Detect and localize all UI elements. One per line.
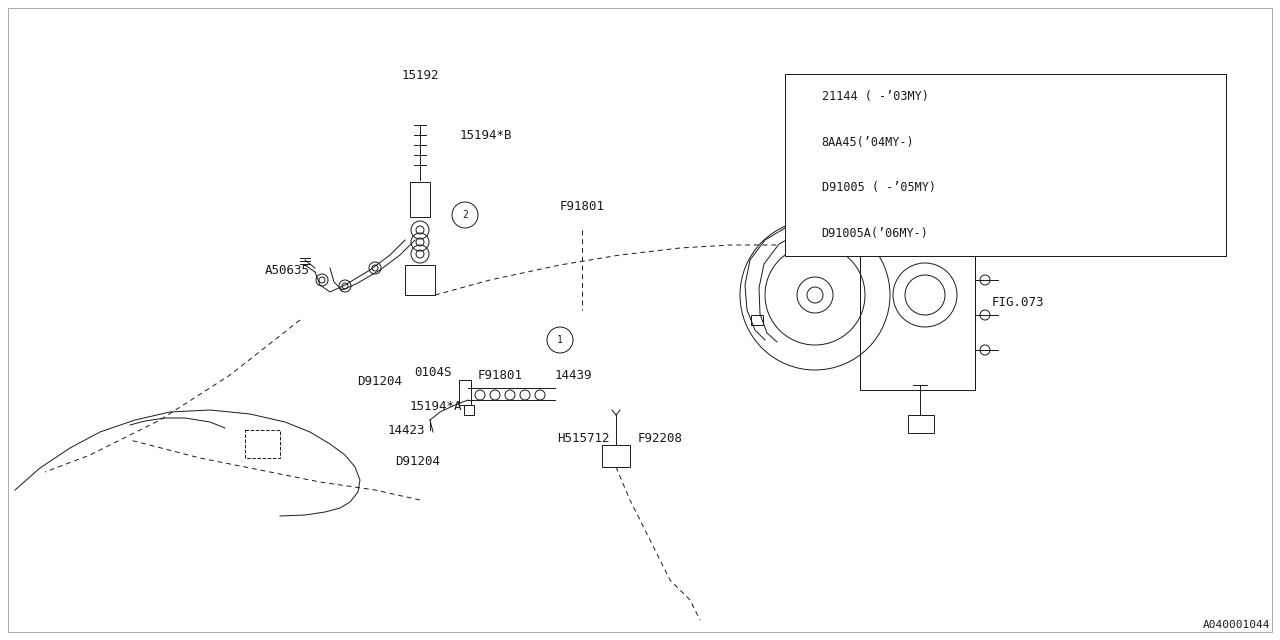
Bar bbox=[404, 265, 435, 295]
Text: 1: 1 bbox=[557, 335, 563, 345]
Text: 8AA45(’04MY-): 8AA45(’04MY-) bbox=[822, 136, 914, 148]
Text: F91801: F91801 bbox=[477, 369, 524, 381]
Text: F91801: F91801 bbox=[559, 200, 604, 213]
Bar bbox=[785, 74, 1226, 256]
Text: 2: 2 bbox=[797, 205, 803, 216]
Text: 1: 1 bbox=[797, 114, 803, 124]
Bar bbox=[908, 415, 934, 433]
Bar bbox=[465, 405, 474, 415]
Text: 21144 ( -’03MY): 21144 ( -’03MY) bbox=[822, 90, 928, 103]
Text: 2: 2 bbox=[797, 205, 803, 216]
Text: 15192: 15192 bbox=[401, 69, 439, 82]
Text: 2: 2 bbox=[462, 210, 468, 220]
Text: D91204: D91204 bbox=[396, 455, 440, 468]
Text: H515712: H515712 bbox=[558, 431, 611, 445]
Bar bbox=[785, 74, 1226, 256]
Text: D91005A(’06MY-): D91005A(’06MY-) bbox=[822, 227, 928, 240]
Text: 14423: 14423 bbox=[388, 424, 425, 436]
Text: A50635: A50635 bbox=[265, 264, 310, 276]
Text: D91005 ( -’05MY): D91005 ( -’05MY) bbox=[822, 181, 936, 194]
Text: 0104S: 0104S bbox=[415, 365, 452, 378]
Text: D91204: D91204 bbox=[357, 375, 402, 388]
Text: D91005A(’06MY-): D91005A(’06MY-) bbox=[822, 227, 928, 240]
Text: 1: 1 bbox=[797, 114, 803, 124]
Bar bbox=[860, 210, 975, 390]
Bar bbox=[751, 315, 763, 325]
Text: 14439: 14439 bbox=[556, 369, 593, 381]
Bar bbox=[410, 182, 430, 217]
Text: 21144 ( -’03MY): 21144 ( -’03MY) bbox=[822, 90, 928, 103]
Text: 8AA45(’04MY-): 8AA45(’04MY-) bbox=[822, 136, 914, 148]
Bar bbox=[244, 430, 280, 458]
Bar bbox=[460, 380, 471, 405]
Text: A040001044: A040001044 bbox=[1202, 620, 1270, 630]
Text: FIG.073: FIG.073 bbox=[992, 296, 1044, 308]
Text: 15194*B: 15194*B bbox=[460, 129, 512, 141]
Bar bbox=[800, 222, 810, 237]
Text: 15194*A: 15194*A bbox=[410, 400, 462, 413]
Text: D91005 ( -’05MY): D91005 ( -’05MY) bbox=[822, 181, 936, 194]
Bar bbox=[602, 445, 630, 467]
Text: F92208: F92208 bbox=[637, 431, 684, 445]
